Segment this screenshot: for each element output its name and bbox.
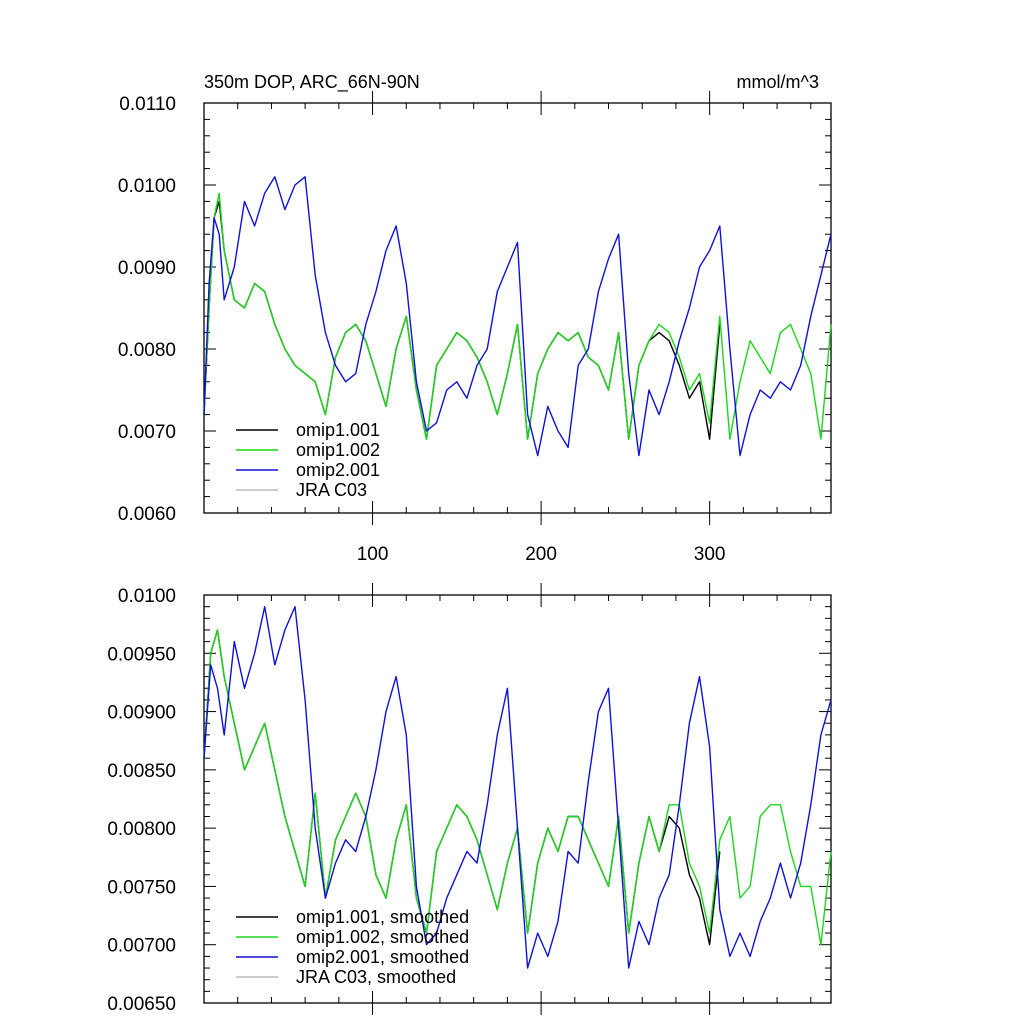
y-tick-label: 0.0100 xyxy=(118,586,176,607)
y-tick-label: 0.0110 xyxy=(119,94,176,115)
y-tick-label: 0.0100 xyxy=(118,176,176,197)
x-tick-label: 200 xyxy=(525,544,557,565)
y-tick-label: 0.0060 xyxy=(118,504,176,525)
legend-label: omip2.001 xyxy=(296,460,380,480)
y-tick-label: 0.00750 xyxy=(107,877,176,898)
y-tick-label: 0.00800 xyxy=(107,819,176,840)
y-tick-label: 0.00900 xyxy=(107,703,176,724)
legend-label: omip1.001 xyxy=(296,420,380,440)
panel-top: 0.0060 0.0070 0.0080 0.0090 0.0100 0.0110 100 2… xyxy=(118,91,832,565)
series-line-omip2-001 xyxy=(203,176,832,457)
chart-title: 350m DOP, ARC_66N-90N xyxy=(204,72,420,93)
series-line-omip2-001-smoothed xyxy=(203,606,832,969)
series-line-omip1-001-smoothed xyxy=(203,629,721,946)
y-tick-label: 0.0080 xyxy=(118,340,176,361)
y-tick-label: 0.00650 xyxy=(107,994,176,1015)
units-label: mmol/m^3 xyxy=(737,72,819,92)
legend-label: omip2.001, smoothed xyxy=(296,947,469,967)
legend-label: JRA C03 xyxy=(296,480,367,500)
x-tick-label: 100 xyxy=(357,544,389,565)
y-tick-label: 0.0090 xyxy=(118,258,176,279)
y-tick-label: 0.00850 xyxy=(107,761,176,782)
legend-label: omip1.002 xyxy=(296,440,380,460)
plot-frame xyxy=(203,102,832,514)
y-tick-label: 0.0070 xyxy=(118,422,176,443)
panel-bottom: 0.00650 0.00700 0.00750 0.00800 0.00850 0.009… xyxy=(107,583,832,1015)
plot-frame xyxy=(203,594,832,1004)
series-line-omip1-002 xyxy=(203,192,832,440)
legend-label: omip1.001, smoothed xyxy=(296,907,469,927)
legend-label: JRA C03, smoothed xyxy=(296,967,456,987)
y-tick-label: 0.00950 xyxy=(107,644,176,665)
y-tick-label: 0.00700 xyxy=(107,936,176,957)
series-line-omip1-002-smoothed xyxy=(203,629,832,946)
series-line-omip1-001 xyxy=(203,200,721,440)
x-tick-label: 300 xyxy=(694,544,726,565)
legend-label: omip1.002, smoothed xyxy=(296,927,469,947)
